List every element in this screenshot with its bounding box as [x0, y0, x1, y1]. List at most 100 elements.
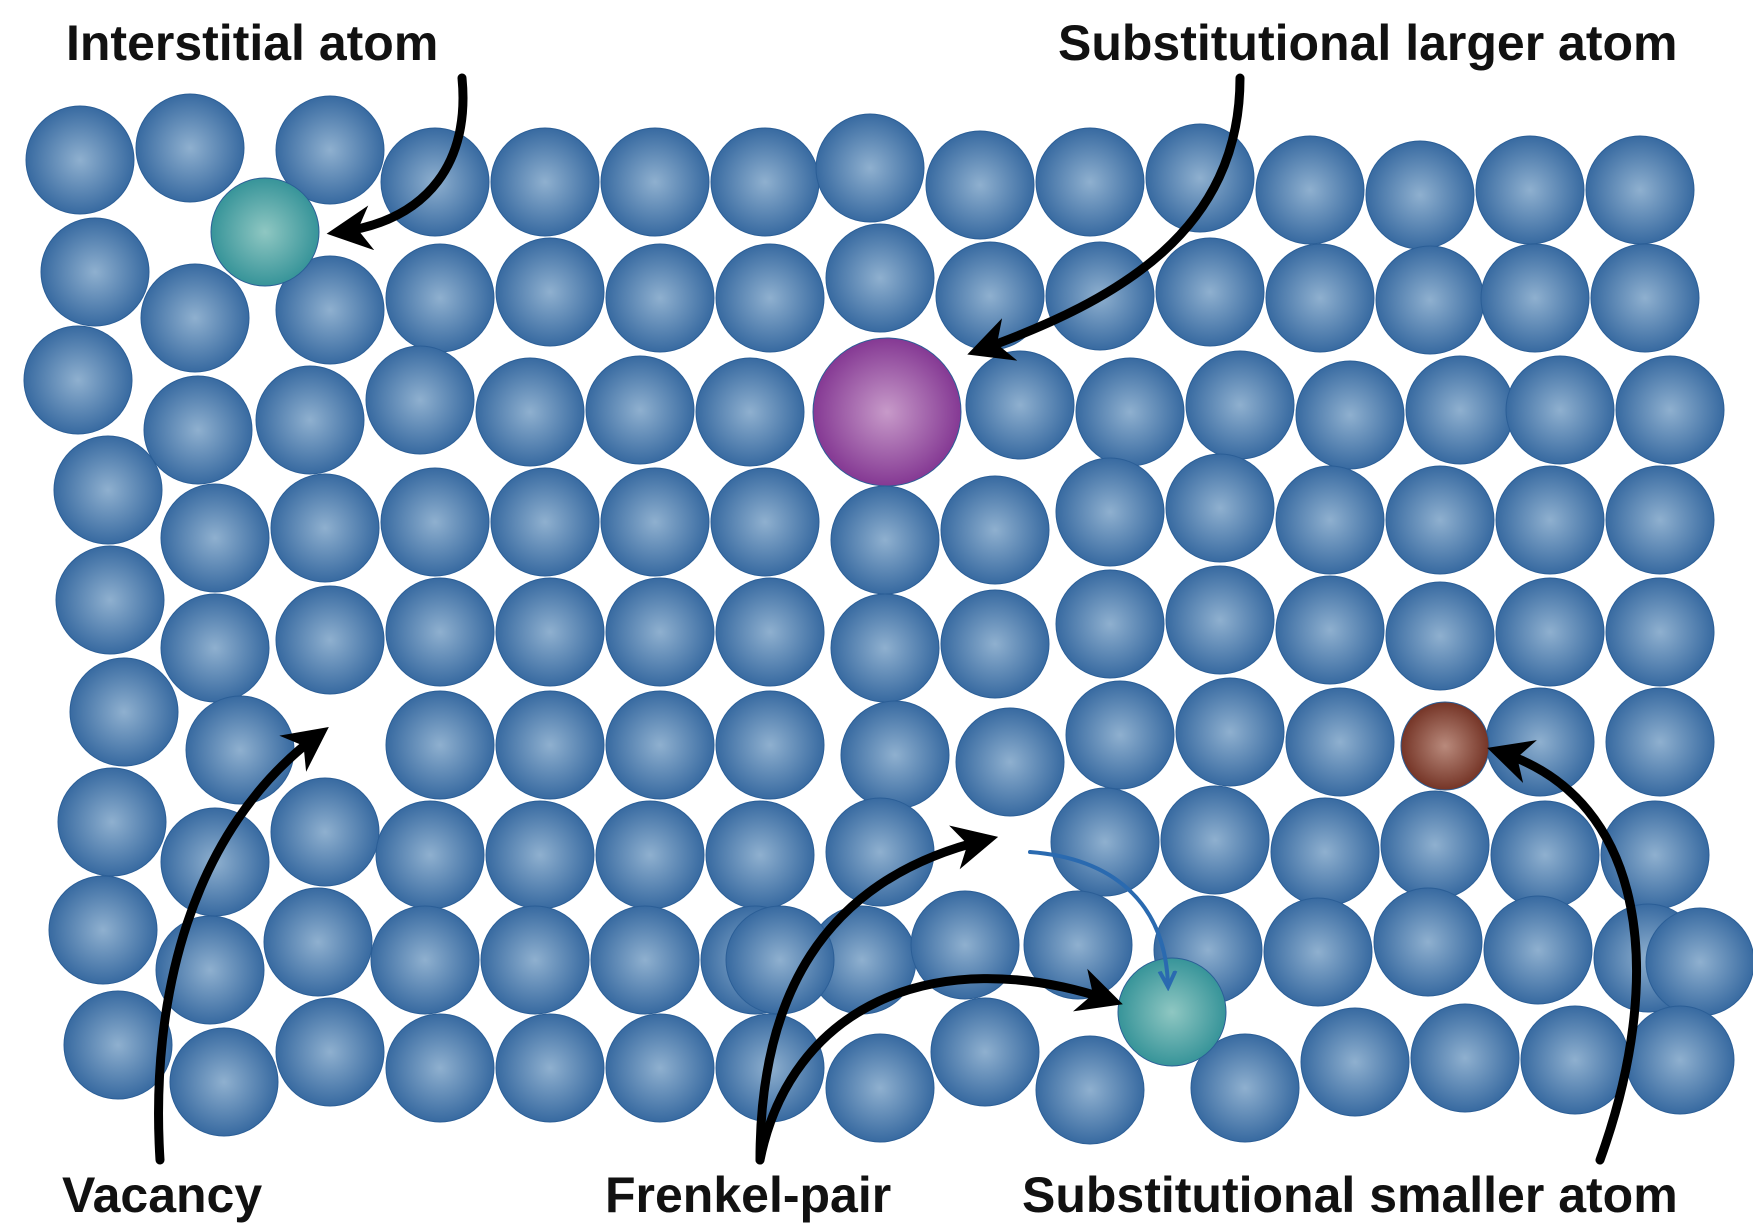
host-atom	[605, 1013, 715, 1123]
host-atom	[495, 690, 605, 800]
host-atom	[1605, 687, 1715, 797]
interstitial-arrow	[326, 73, 468, 251]
host-atom	[825, 223, 935, 333]
host-atom	[1520, 1005, 1630, 1115]
host-atom	[1605, 577, 1715, 687]
frenkel-interstitial-atom	[1117, 957, 1227, 1067]
annotation-arrows	[154, 73, 1641, 1165]
host-atom	[1495, 465, 1605, 575]
host-atom	[1035, 1035, 1145, 1145]
host-atom	[715, 690, 825, 800]
frenkel-arrow-to-interstitial	[755, 968, 1123, 1165]
host-atom	[725, 905, 835, 1015]
host-atom	[275, 585, 385, 695]
host-atom	[1055, 569, 1165, 679]
substitutional-larger-atom	[812, 337, 962, 487]
host-atom	[830, 593, 940, 703]
host-atom	[1155, 237, 1265, 347]
host-atom	[1035, 127, 1145, 237]
substitutional-smaller-atom	[1400, 701, 1490, 791]
host-atom	[1275, 575, 1385, 685]
host-atom	[1050, 787, 1160, 897]
host-atom	[940, 589, 1050, 699]
host-atom	[955, 707, 1065, 817]
host-atom	[705, 800, 815, 910]
host-atom	[1480, 243, 1590, 353]
host-atom	[480, 905, 590, 1015]
host-atom	[710, 467, 820, 577]
host-atom	[63, 990, 173, 1100]
host-atom	[585, 355, 695, 465]
host-atom	[495, 577, 605, 687]
host-atom	[495, 1013, 605, 1123]
host-atom	[275, 997, 385, 1107]
host-atom	[1365, 140, 1475, 250]
host-atom	[385, 1013, 495, 1123]
host-atom	[143, 375, 253, 485]
host-atom	[695, 357, 805, 467]
host-atom	[1285, 687, 1395, 797]
host-atom	[385, 577, 495, 687]
host-atom	[1495, 577, 1605, 687]
host-atom	[910, 890, 1020, 1000]
host-atom	[715, 577, 825, 687]
atom-lattice	[23, 93, 1753, 1145]
host-atom	[490, 467, 600, 577]
host-atom	[1605, 465, 1715, 575]
host-atom	[1270, 797, 1380, 907]
host-atom	[275, 95, 385, 205]
host-atom	[1165, 453, 1275, 563]
host-atom	[1275, 465, 1385, 575]
host-atom	[57, 767, 167, 877]
host-atom	[1405, 355, 1515, 465]
larger-atom-arrow	[967, 73, 1245, 361]
host-atom	[965, 350, 1075, 460]
host-atom	[375, 800, 485, 910]
host-atom	[485, 800, 595, 910]
host-atom	[605, 577, 715, 687]
interstitial-atom-label: Interstitial atom	[66, 15, 439, 71]
host-atom	[23, 325, 133, 435]
host-atom	[490, 127, 600, 237]
host-atom	[140, 263, 250, 373]
host-atom	[169, 1027, 279, 1137]
host-atom	[930, 997, 1040, 1107]
host-atom	[1505, 355, 1615, 465]
host-atom	[385, 243, 495, 353]
host-atom	[1585, 135, 1695, 245]
host-atom	[1175, 677, 1285, 787]
host-atom	[1295, 360, 1405, 470]
host-atom	[53, 435, 163, 545]
host-atom	[48, 875, 158, 985]
host-atom	[1645, 907, 1753, 1017]
host-atom	[925, 130, 1035, 240]
host-atom	[55, 545, 165, 655]
defect-atoms	[210, 177, 1490, 1067]
host-atom	[1380, 790, 1490, 900]
host-atom	[605, 243, 715, 353]
host-atom	[1483, 895, 1593, 1005]
host-atom	[710, 127, 820, 237]
host-atom	[1075, 357, 1185, 467]
host-atom	[1385, 581, 1495, 691]
host-atom	[495, 237, 605, 347]
host-atom	[380, 467, 490, 577]
host-atom	[275, 255, 385, 365]
host-atom	[160, 593, 270, 703]
host-atom	[1190, 1033, 1300, 1143]
host-atom	[840, 700, 950, 810]
host-atom	[40, 217, 150, 327]
vacancy-arrow	[154, 726, 329, 1165]
host-atom	[1373, 887, 1483, 997]
host-atom	[185, 695, 295, 805]
host-atom	[1490, 800, 1600, 910]
host-atom	[1055, 457, 1165, 567]
host-atom	[1263, 897, 1373, 1007]
host-atom	[940, 475, 1050, 585]
frenkel-pair-label: Frenkel-pair	[605, 1167, 892, 1223]
host-atom	[270, 473, 380, 583]
host-atom	[69, 657, 179, 767]
host-atom	[1165, 565, 1275, 675]
host-atom	[605, 690, 715, 800]
